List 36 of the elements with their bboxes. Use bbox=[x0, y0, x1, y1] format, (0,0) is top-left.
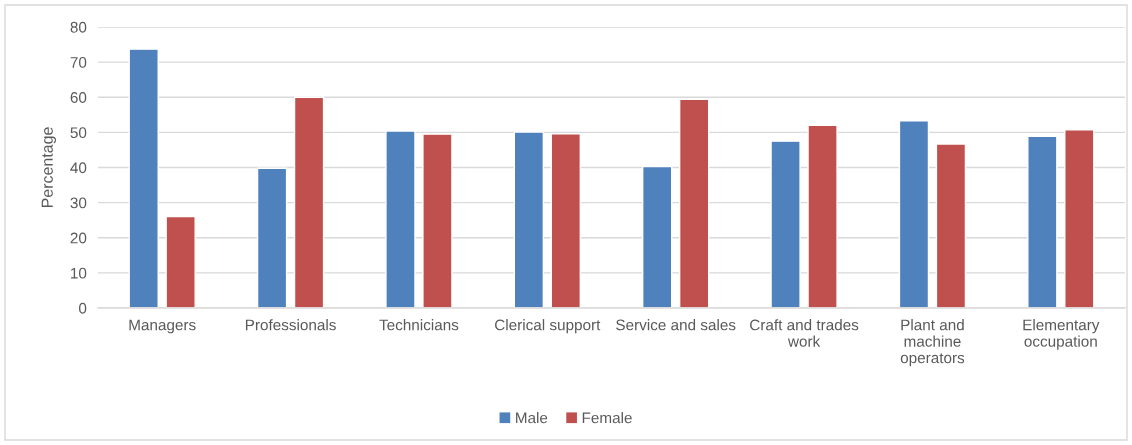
legend-label: Female bbox=[582, 412, 632, 424]
bar bbox=[550, 133, 582, 308]
x-tick-label: Professionals bbox=[245, 319, 336, 331]
bar bbox=[256, 167, 288, 308]
y-tick-label: 50 bbox=[70, 127, 87, 139]
x-tick-label: Craft and trades work bbox=[750, 319, 859, 347]
y-tick-label: 80 bbox=[70, 21, 87, 33]
y-tick-label: 60 bbox=[70, 92, 87, 103]
x-tick-label: Clerical support bbox=[495, 319, 601, 334]
bar bbox=[513, 131, 545, 308]
x-tick-label: Service and sales bbox=[616, 319, 736, 331]
bar bbox=[770, 140, 801, 308]
y-tick-label: 0 bbox=[78, 302, 87, 314]
y-tick-label: 70 bbox=[70, 56, 87, 68]
x-tick-label: Managers bbox=[129, 319, 196, 334]
bar bbox=[935, 143, 967, 308]
x-tick-label: Plant and machine operators bbox=[900, 319, 965, 367]
bar bbox=[898, 120, 930, 308]
bar bbox=[293, 96, 325, 308]
bar bbox=[385, 130, 416, 308]
x-tick-label: Technicians bbox=[379, 319, 459, 331]
legend-label: Male bbox=[516, 412, 548, 424]
y-tick-label: 10 bbox=[71, 267, 87, 279]
y-tick-label: 40 bbox=[70, 162, 87, 174]
bar bbox=[678, 98, 710, 308]
bar bbox=[165, 215, 196, 308]
y-tick-label: 30 bbox=[70, 197, 87, 209]
bar bbox=[422, 133, 453, 308]
bar bbox=[641, 165, 673, 308]
bar bbox=[1027, 135, 1058, 308]
y-axis-title: Percentage bbox=[41, 127, 57, 208]
y-tick-label: 20 bbox=[70, 232, 87, 244]
x-tick-label: Elementary occupation bbox=[1023, 319, 1100, 350]
bar bbox=[1064, 129, 1095, 308]
bar bbox=[128, 48, 159, 308]
bar bbox=[807, 124, 838, 308]
